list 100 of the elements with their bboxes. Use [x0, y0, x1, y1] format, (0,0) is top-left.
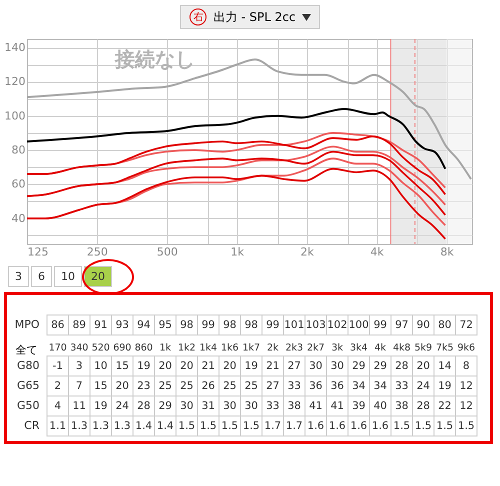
data-label: 20 [158, 360, 172, 372]
data-label: 29 [374, 360, 387, 372]
data-label: 30 [223, 400, 236, 412]
x-tick-label: 3k4 [350, 342, 368, 354]
data-label: 19 [244, 360, 258, 372]
data-label: 1.6 [372, 420, 389, 432]
data-label: 1.6 [307, 420, 324, 432]
data-label: 1.5 [414, 420, 432, 432]
data-label: 72 [460, 319, 473, 331]
data-label: 25 [244, 380, 258, 392]
x-tick-label: 1k7 [242, 342, 260, 354]
y-tick-label: 60 [12, 178, 26, 191]
y-tick-label: 40 [12, 212, 26, 225]
data-label: 4 [54, 400, 62, 412]
x-tick-label: 860 [134, 342, 153, 354]
data-label: 97 [395, 319, 408, 331]
data-label: 33 [395, 380, 408, 392]
data-label: 41 [309, 400, 322, 412]
x-tick-label: 690 [113, 342, 132, 354]
y-tick-label: G80 [16, 359, 40, 372]
data-label: 98 [244, 319, 258, 331]
data-label: 8 [462, 360, 470, 372]
x-tick-label: 170 [48, 342, 67, 354]
x-tick-label: 2k [300, 246, 314, 258]
x-tick-label: 2k7 [306, 342, 325, 354]
data-label: 1.6 [328, 420, 346, 432]
data-label: -1 [52, 360, 63, 372]
x-tick-label: 8k [440, 246, 454, 258]
data-label: 1.5 [221, 420, 238, 432]
data-label: 31 [202, 400, 215, 412]
data-label: 90 [416, 319, 430, 331]
data-label: 1.5 [458, 420, 475, 432]
x-tick-label: 9k6 [457, 342, 476, 354]
data-label: 93 [116, 319, 129, 331]
x-tick-label: 520 [92, 342, 110, 354]
data-label: 2 [54, 380, 62, 392]
y-tick-label: 140 [4, 41, 26, 54]
data-label: 1.3 [70, 420, 88, 432]
data-label: 20 [116, 380, 129, 392]
data-label: 20 [180, 360, 194, 372]
data-label: 12 [460, 380, 473, 392]
data-label: 1.6 [350, 420, 368, 432]
data-label: 40 [374, 400, 387, 412]
data-label: 27 [266, 380, 280, 392]
data-label: 95 [158, 319, 172, 331]
data-label: 103 [306, 319, 326, 331]
data-label: 98 [180, 319, 194, 331]
y-tick-label: CR [24, 419, 40, 432]
x-tick-label: 125 [28, 246, 48, 258]
text: 20 [84, 266, 112, 286]
data-label: 19 [94, 400, 108, 412]
data-label: 36 [309, 380, 323, 392]
data-label: 29 [352, 360, 366, 372]
data-label: 28 [416, 400, 430, 412]
data-label: 20 [416, 360, 430, 372]
y-tick-label: G50 [16, 399, 40, 412]
x-tick-label: 1k [159, 342, 172, 354]
y-tick-label: 100 [4, 109, 26, 122]
y-tick-label: 80 [12, 144, 26, 157]
data-label: 86 [51, 319, 65, 331]
data-label: 1.5 [178, 420, 196, 432]
data-label: 24 [416, 380, 430, 392]
data-label: 38 [395, 400, 408, 412]
data-label: 99 [266, 319, 280, 331]
data-label: 99 [202, 319, 215, 331]
data-label: 10 [94, 360, 108, 372]
data-label: 1.7 [264, 420, 282, 432]
data-label: 89 [72, 319, 86, 331]
x-tick-label: 2k [266, 342, 280, 354]
data-label: 34 [352, 380, 366, 392]
data-label: 25 [158, 380, 172, 392]
data-label: 3 [76, 360, 83, 372]
data-label: 30 [244, 400, 258, 412]
data-label: 30 [330, 360, 344, 372]
text: 10 [54, 266, 82, 286]
data-label: 1.4 [135, 420, 152, 432]
data-label: 12 [460, 400, 473, 412]
text: 3 [8, 266, 29, 286]
data-label: 11 [72, 400, 86, 412]
data-label: 1.5 [393, 420, 410, 432]
data-label: 1.1 [49, 420, 66, 432]
data-label: 1.5 [436, 420, 454, 432]
data-label: 101 [284, 319, 304, 331]
data-label: 26 [202, 380, 216, 392]
chart-title: 出力 - SPL 2cc [213, 8, 296, 26]
x-tick-label: 4k [370, 246, 384, 258]
x-tick-label: 1k [230, 246, 245, 258]
data-label: 1.3 [114, 420, 131, 432]
data-label: 14 [438, 360, 452, 372]
data-label: 25 [180, 380, 194, 392]
data-label: 24 [116, 400, 130, 412]
x-tick-label: 7k5 [436, 342, 454, 354]
data-label: 1.5 [200, 420, 217, 432]
data-label: 15 [94, 380, 108, 392]
text: 6 [31, 266, 52, 286]
data-label: 30 [309, 360, 322, 372]
annotation: 接続なし [115, 46, 195, 73]
data-label: 102 [327, 319, 348, 331]
data-label: 33 [288, 380, 301, 392]
data-label: 1.3 [92, 420, 110, 432]
